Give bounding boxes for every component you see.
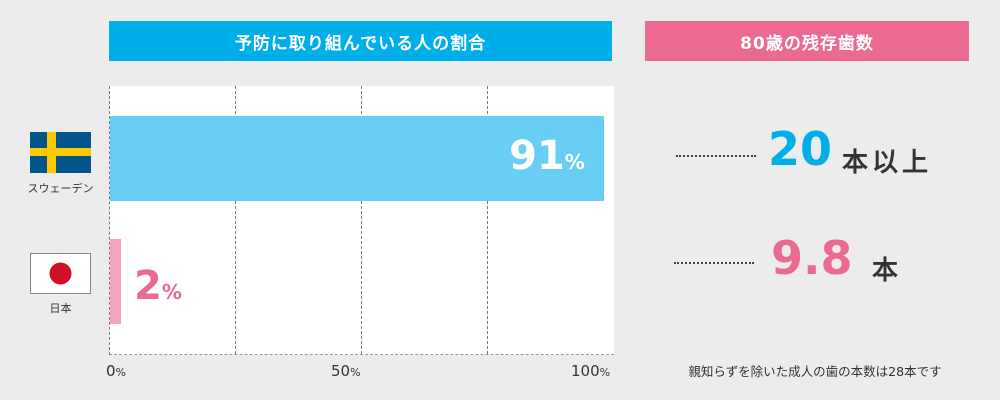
gridline-50 [361,86,362,354]
teeth-title: 80歳の残存歯数 [645,21,969,61]
value-label-japan: 2% [134,263,182,309]
sweden-flag-icon [30,132,91,173]
teeth-unit-sweden: 本以上 [842,148,933,178]
category-japan: 日本 [49,302,72,315]
tick-100: 100% [571,362,611,380]
gridline-25 [235,86,236,354]
teeth-value-japan: 9.8 [771,231,853,285]
value-label-sweden: 91% [509,133,585,179]
tick-50: 50% [331,362,361,380]
bar-japan [110,239,121,324]
plot-area: 91% 2% [109,86,614,355]
footnote: 親知らずを除いた成人の歯の本数は28本です [688,364,942,379]
gridline-75 [487,86,488,354]
category-sweden: スウェーデン [27,182,94,195]
chart-title: 予防に取り組んでいる人の割合 [109,21,612,61]
japan-flag-icon [30,253,91,294]
dotted-leader [676,155,756,157]
tick-0: 0% [106,362,126,380]
teeth-unit-japan: 本 [872,256,903,286]
bar-sweden [110,116,605,201]
teeth-value-sweden: 20 [768,122,833,176]
dotted-leader [674,262,754,264]
